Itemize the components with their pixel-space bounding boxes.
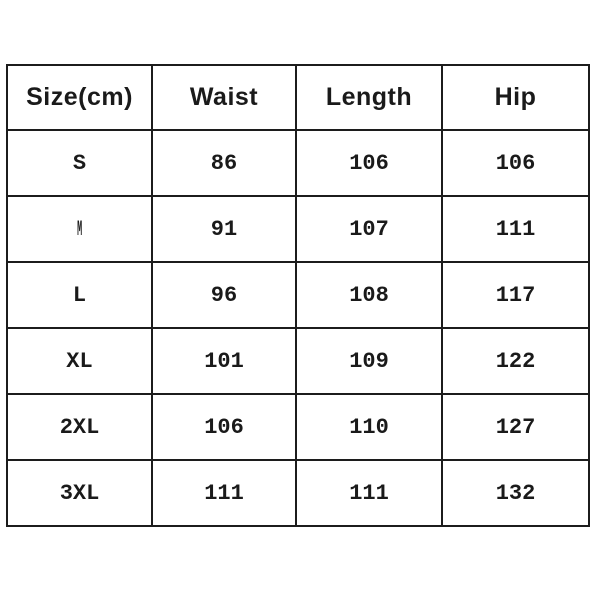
header-hip: Hip — [441, 64, 590, 131]
waist-value: 111 — [204, 480, 244, 506]
hip-value: 106 — [495, 150, 536, 176]
waist-value: 106 — [204, 414, 244, 440]
hip-value: 122 — [495, 348, 536, 374]
length-cell: 107 — [295, 195, 443, 263]
table-row-xl: XL 101 109 122 — [6, 327, 590, 395]
waist-value: 101 — [204, 348, 244, 374]
size-label: L — [72, 282, 87, 308]
size-label: XL — [66, 348, 93, 374]
waist-cell: 101 — [151, 327, 297, 395]
hip-cell: 111 — [441, 195, 590, 263]
size-cell: S — [6, 129, 153, 197]
length-cell: 108 — [295, 261, 443, 329]
length-cell: 111 — [295, 459, 443, 527]
size-cell: M — [6, 195, 153, 263]
hip-cell: 127 — [441, 393, 590, 461]
size-label: 3XL — [59, 480, 100, 506]
size-label: S — [72, 150, 87, 176]
size-cell: L — [6, 261, 153, 329]
waist-cell: 86 — [151, 129, 297, 197]
hip-cell: 106 — [441, 129, 590, 197]
size-cell: 3XL — [6, 459, 153, 527]
waist-value: 91 — [210, 216, 238, 242]
size-cell: 2XL — [6, 393, 153, 461]
length-value: 109 — [349, 348, 389, 374]
size-cell: XL — [6, 327, 153, 395]
hip-value: 127 — [495, 414, 536, 440]
waist-cell: 96 — [151, 261, 297, 329]
table-row-l: L 96 108 117 — [6, 261, 590, 329]
hip-value: 117 — [495, 282, 536, 308]
table-row-3xl: 3XL 111 111 132 — [6, 459, 590, 527]
length-value: 110 — [349, 414, 389, 440]
table-row-m: M 91 107 111 — [6, 195, 590, 263]
waist-cell: 111 — [151, 459, 297, 527]
hip-value: 111 — [495, 216, 536, 242]
header-length-label: Length — [325, 83, 413, 111]
header-size-label: Size(cm) — [26, 83, 133, 111]
hip-cell: 122 — [441, 327, 590, 395]
header-waist-label: Waist — [189, 83, 259, 111]
waist-cell: 106 — [151, 393, 297, 461]
length-cell: 106 — [295, 129, 443, 197]
length-cell: 109 — [295, 327, 443, 395]
length-value: 107 — [349, 216, 389, 242]
table-row-2xl: 2XL 106 110 127 — [6, 393, 590, 461]
table-header-row: Size(cm) Waist Length Hip — [6, 64, 590, 131]
length-value: 106 — [349, 150, 389, 176]
waist-value: 96 — [210, 282, 238, 308]
size-label: M — [76, 216, 83, 242]
hip-cell: 117 — [441, 261, 590, 329]
table-row-s: S 86 106 106 — [6, 129, 590, 197]
hip-cell: 132 — [441, 459, 590, 527]
header-size: Size(cm) — [6, 64, 153, 131]
waist-value: 86 — [210, 150, 238, 176]
header-waist: Waist — [151, 64, 297, 131]
length-cell: 110 — [295, 393, 443, 461]
size-label: 2XL — [59, 414, 100, 440]
size-chart-table: Size(cm) Waist Length Hip S 86 106 106 M… — [6, 64, 590, 527]
header-hip-label: Hip — [494, 83, 537, 111]
length-value: 108 — [349, 282, 389, 308]
length-value: 111 — [349, 480, 389, 506]
waist-cell: 91 — [151, 195, 297, 263]
header-length: Length — [295, 64, 443, 131]
hip-value: 132 — [495, 480, 536, 506]
